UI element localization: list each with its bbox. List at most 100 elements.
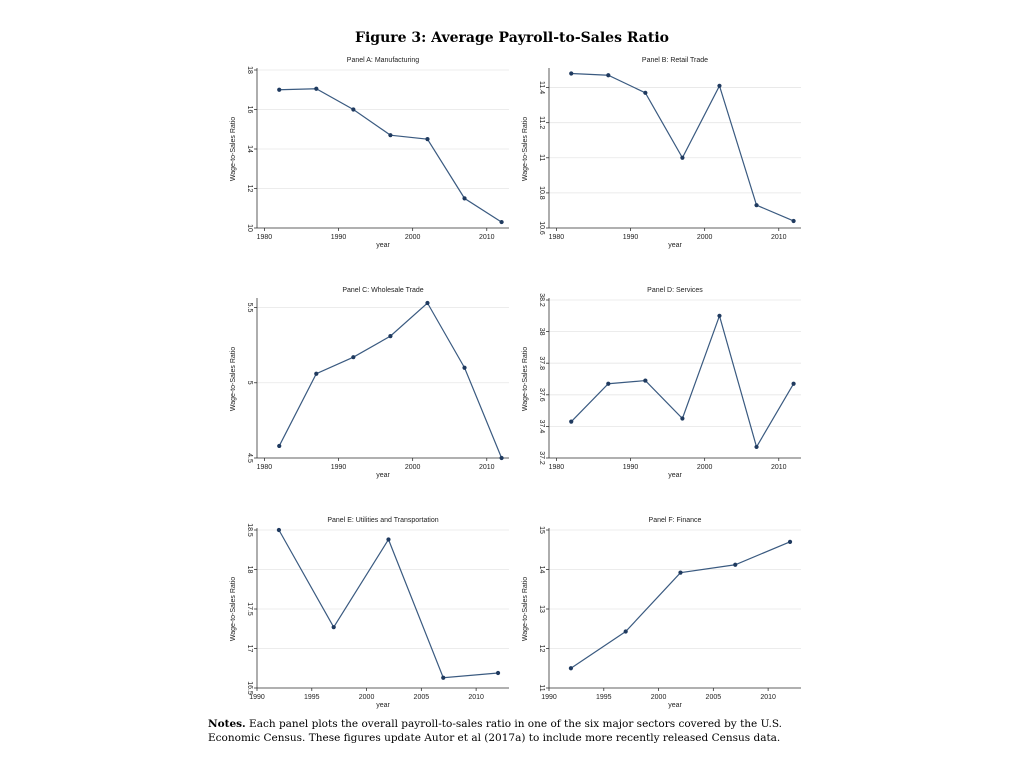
data-point: [441, 675, 446, 680]
series-line: [279, 88, 502, 223]
y-tick-label: 15: [538, 526, 545, 534]
data-point: [643, 90, 648, 95]
y-tick-label: 37.8: [538, 356, 545, 370]
data-point: [606, 73, 611, 78]
y-tick-label: 11: [538, 684, 545, 691]
data-point: [569, 419, 574, 424]
y-tick-label: 10: [246, 224, 253, 232]
data-point: [754, 444, 759, 450]
data-point: [791, 218, 796, 224]
y-axis-label: Wage-to-Sales Ratio: [230, 117, 237, 181]
data-point: [314, 371, 319, 376]
data-point: [388, 334, 393, 339]
x-tick-label: 2000: [697, 234, 713, 241]
data-point: [569, 71, 574, 76]
data-point: [678, 570, 683, 575]
data-point: [425, 137, 430, 142]
x-tick-label: 2005: [706, 694, 722, 701]
x-tick-label: 1990: [249, 694, 265, 701]
x-tick-label: 2010: [479, 464, 495, 471]
series-line: [570, 541, 791, 669]
data-point: [680, 416, 685, 421]
y-tick-label: 10.8: [538, 186, 545, 200]
data-point: [277, 87, 282, 92]
data-point: [499, 219, 504, 225]
data-point: [314, 86, 319, 91]
panel-title: Panel C: Wholesale Trade: [342, 287, 423, 294]
panel-title: Panel D: Services: [647, 287, 703, 294]
y-axis-label: Wage-to-Sales Ratio: [522, 117, 529, 181]
x-tick-label: 2000: [697, 464, 713, 471]
y-tick-label: 14: [538, 566, 545, 574]
data-point: [277, 443, 282, 449]
x-tick-label: 1980: [257, 234, 273, 241]
x-tick-label: 1995: [304, 694, 320, 701]
panel-c-chart: Panel C: Wholesale Trade 4.5 5 5.5 1980 1990 2…: [230, 287, 509, 479]
x-tick-label: 1980: [549, 234, 565, 241]
x-tick-label: 1990: [623, 464, 639, 471]
panel-title: Panel B: Retail Trade: [642, 57, 708, 64]
data-point: [733, 562, 738, 567]
y-tick-label: 18: [246, 566, 253, 574]
x-tick-label: 2000: [405, 234, 421, 241]
series-line: [570, 313, 795, 449]
y-tick-label: 17: [246, 645, 253, 653]
data-point: [331, 625, 336, 630]
data-point: [680, 155, 685, 160]
panel-title: Panel F: Finance: [649, 517, 702, 524]
data-point: [717, 313, 722, 318]
x-tick-label: 2000: [359, 694, 375, 701]
panel-d-chart: Panel D: Services 37.2 37.4 37.6 37.8 38 38.2 1…: [522, 287, 801, 479]
panel-f-chart: Panel F: Finance 11 12 13 14 15 1990 1995 2000 20…: [522, 517, 801, 709]
y-axis-label: Wage-to-Sales Ratio: [522, 577, 529, 641]
panel-title: Panel A: Manufacturing: [347, 57, 419, 64]
x-tick-label: 2010: [771, 234, 787, 241]
y-tick-label: 12: [246, 185, 253, 193]
series-line: [278, 302, 503, 459]
y-tick-label: 37.2: [538, 451, 545, 465]
data-point: [425, 300, 430, 306]
x-axis-label: year: [668, 472, 682, 479]
figure-title: Figure 3: Average Payroll-to-Sales Ratio: [355, 30, 669, 46]
data-point: [717, 83, 722, 88]
x-tick-label: 1990: [541, 694, 557, 701]
y-tick-label: 11: [538, 154, 545, 161]
data-point: [791, 381, 796, 386]
data-point: [787, 539, 793, 544]
x-tick-label: 1995: [596, 694, 612, 701]
notes-label: Notes.: [208, 718, 246, 730]
y-tick-label: 5: [246, 381, 253, 385]
panel-e-chart: Panel E: Utilities and Transportation 16.…: [230, 517, 509, 709]
x-tick-label: 1990: [331, 464, 347, 471]
x-tick-label: 2010: [479, 234, 495, 241]
x-axis-label: year: [668, 702, 682, 709]
data-point: [462, 365, 467, 370]
x-tick-label: 2010: [760, 694, 776, 701]
x-axis-label: year: [376, 702, 390, 709]
y-tick-label: 16: [246, 106, 253, 114]
y-tick-label: 37.6: [538, 388, 545, 402]
x-axis-label: year: [376, 472, 390, 479]
data-point: [276, 527, 282, 533]
panel-b-chart: Panel B: Retail Trade 10.6 10.8 11 11.2 11.4 1…: [522, 57, 801, 249]
y-axis-label: Wage-to-Sales Ratio: [230, 577, 237, 641]
data-point: [568, 666, 574, 671]
notes-text: Each panel plots the overall payroll-to-…: [208, 718, 782, 744]
y-tick-label: 18: [246, 66, 253, 74]
x-axis-label: year: [668, 242, 682, 249]
y-tick-label: 11.2: [538, 116, 545, 129]
data-point: [495, 670, 501, 676]
y-axis-label: Wage-to-Sales Ratio: [522, 347, 529, 411]
y-tick-label: 18.5: [246, 523, 253, 537]
y-tick-label: 17.5: [246, 602, 253, 616]
data-point: [606, 381, 611, 386]
y-tick-label: 38: [538, 328, 545, 336]
series-line: [278, 529, 499, 679]
y-tick-label: 16.5: [246, 681, 253, 695]
x-tick-label: 1980: [257, 464, 273, 471]
y-tick-label: 37.4: [538, 420, 545, 434]
x-tick-label: 1990: [331, 234, 347, 241]
data-point: [754, 203, 759, 208]
data-point: [386, 537, 391, 542]
y-tick-label: 12: [538, 645, 545, 653]
